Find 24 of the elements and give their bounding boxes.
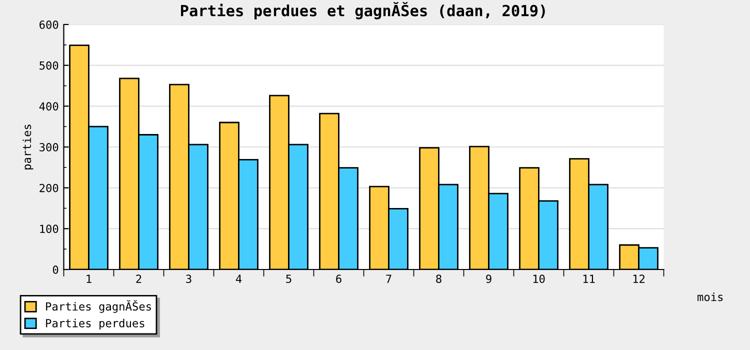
x-tick-label: 1	[86, 274, 92, 283]
chart-title: Parties perdues et gagnĂŠes (daan, 2019)	[181, 2, 545, 20]
legend-label: Parties gagnĂŠes	[46, 300, 151, 313]
x-tick-label: 10	[533, 274, 545, 284]
y-tick-label: 500	[40, 61, 58, 70]
y-tick-label: 0	[52, 266, 58, 274]
y-tick-label: 300	[40, 143, 58, 152]
x-tick-label: 2	[136, 274, 142, 283]
y-tick-label: 100	[40, 224, 58, 234]
x-tick-label: 11	[583, 274, 595, 283]
x-tick-label: 4	[236, 274, 242, 283]
x-tick-label: 12	[633, 274, 644, 283]
legend-label: Parties perdues	[46, 318, 144, 330]
x-tick-label: 7	[386, 274, 392, 283]
x-tick-label: 8	[436, 274, 442, 284]
y-axis-title: parties	[22, 124, 34, 170]
x-axis-title: mois	[698, 292, 723, 302]
x-tick-label: 6	[336, 274, 342, 284]
x-tick-label: 5	[286, 274, 292, 284]
x-tick-label: 3	[186, 274, 192, 284]
x-tick-label: 9	[486, 274, 492, 284]
y-tick-label: 400	[39, 102, 58, 111]
y-tick-label: 200	[40, 184, 58, 192]
y-tick-label: 600	[40, 20, 58, 29]
